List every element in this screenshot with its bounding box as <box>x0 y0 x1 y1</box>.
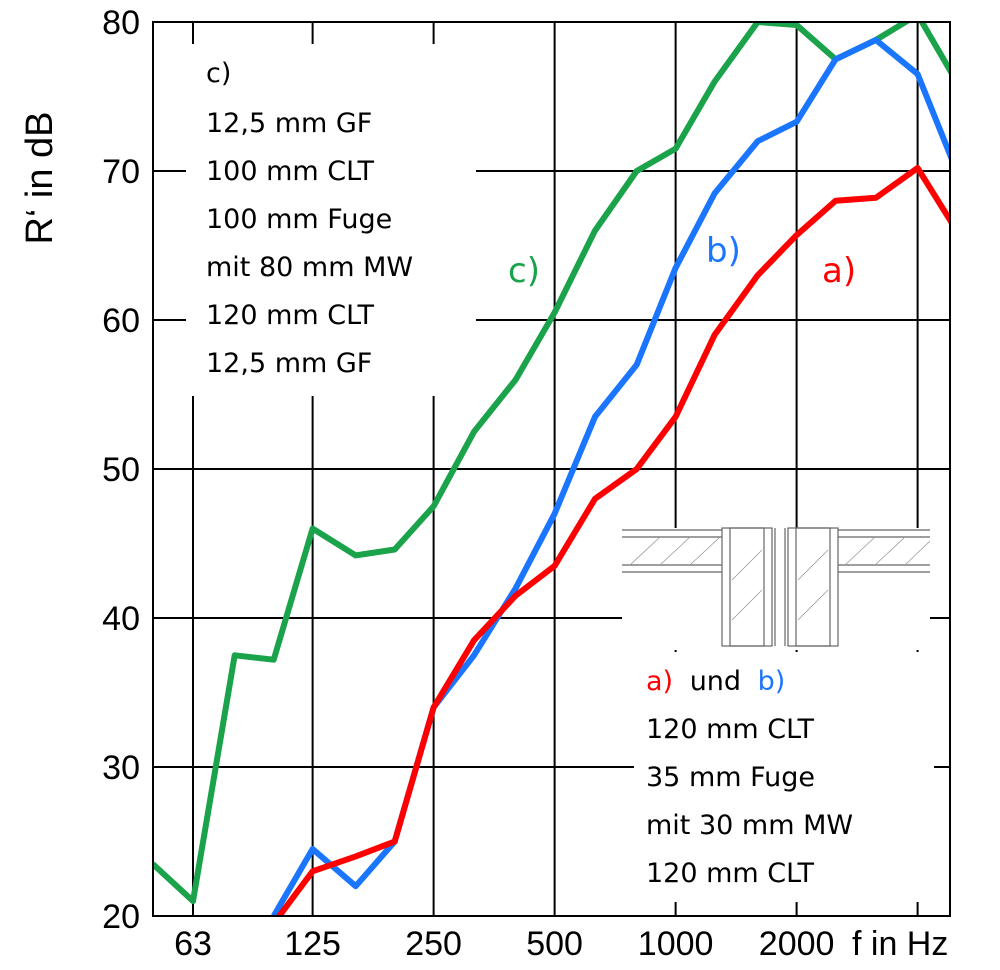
legend-c-box <box>186 44 476 396</box>
x-axis-label: f in Hz <box>852 925 948 963</box>
y-tick-labels: 20 30 40 50 60 70 80 <box>102 4 140 936</box>
x-tick-label: 63 <box>174 925 212 963</box>
y-tick-label: 40 <box>102 600 140 638</box>
y-tick-label: 20 <box>102 898 140 936</box>
x-tick-label: 250 <box>405 925 462 963</box>
x-tick-label: 125 <box>284 925 341 963</box>
y-axis-label: R‘ in dB <box>19 111 61 244</box>
legend-c-line: 120 mm CLT <box>206 300 374 331</box>
legend-b-heading: b) <box>758 666 786 697</box>
legend-ab-box <box>634 652 934 902</box>
legend-c-line: 100 mm Fuge <box>206 204 392 235</box>
series-line-a <box>275 165 950 916</box>
x-tick-label: 500 <box>526 925 583 963</box>
legend-ab-line: mit 30 mm MW <box>646 810 853 841</box>
legend-c-line: 12,5 mm GF <box>206 348 372 379</box>
series-line-c <box>153 22 950 905</box>
plot-frame <box>152 21 951 917</box>
legend-c-line: mit 80 mm MW <box>206 252 413 283</box>
legend-c-heading: c) <box>206 58 231 89</box>
y-tick-label: 70 <box>102 153 140 191</box>
series-label-b: b) <box>706 231 741 271</box>
legend-ab-line: 120 mm CLT <box>646 858 814 889</box>
legend-c: c) 12,5 mm GF 100 mm CLT 100 mm Fuge mit… <box>206 58 413 379</box>
y-tick-label: 50 <box>102 451 140 489</box>
x-tick-label: 1000 <box>638 925 714 963</box>
legend-ab-heading: a) und b) <box>646 666 785 697</box>
legend-und: und <box>690 666 741 697</box>
legend-c-line: 12,5 mm GF <box>206 108 372 139</box>
x-tick-labels: 63 125 250 500 1000 2000 <box>174 925 834 963</box>
legend-ab-line: 120 mm CLT <box>646 714 814 745</box>
series-lines <box>153 22 950 916</box>
legend-ab-line: 35 mm Fuge <box>646 762 815 793</box>
y-tick-label: 60 <box>102 302 140 340</box>
junction-sketch <box>622 527 931 650</box>
legend-ab: a) und b) 120 mm CLT 35 mm Fuge mit 30 m… <box>646 666 853 889</box>
y-tick-label: 30 <box>102 749 140 787</box>
legend-a-heading: a) <box>646 666 673 697</box>
x-tick-label: 2000 <box>759 925 835 963</box>
legend-c-line: 100 mm CLT <box>206 156 374 187</box>
series-line-b <box>271 36 950 916</box>
y-tick-label: 80 <box>102 4 140 42</box>
series-label-a: a) <box>822 251 856 291</box>
series-label-c: c) <box>508 251 540 291</box>
